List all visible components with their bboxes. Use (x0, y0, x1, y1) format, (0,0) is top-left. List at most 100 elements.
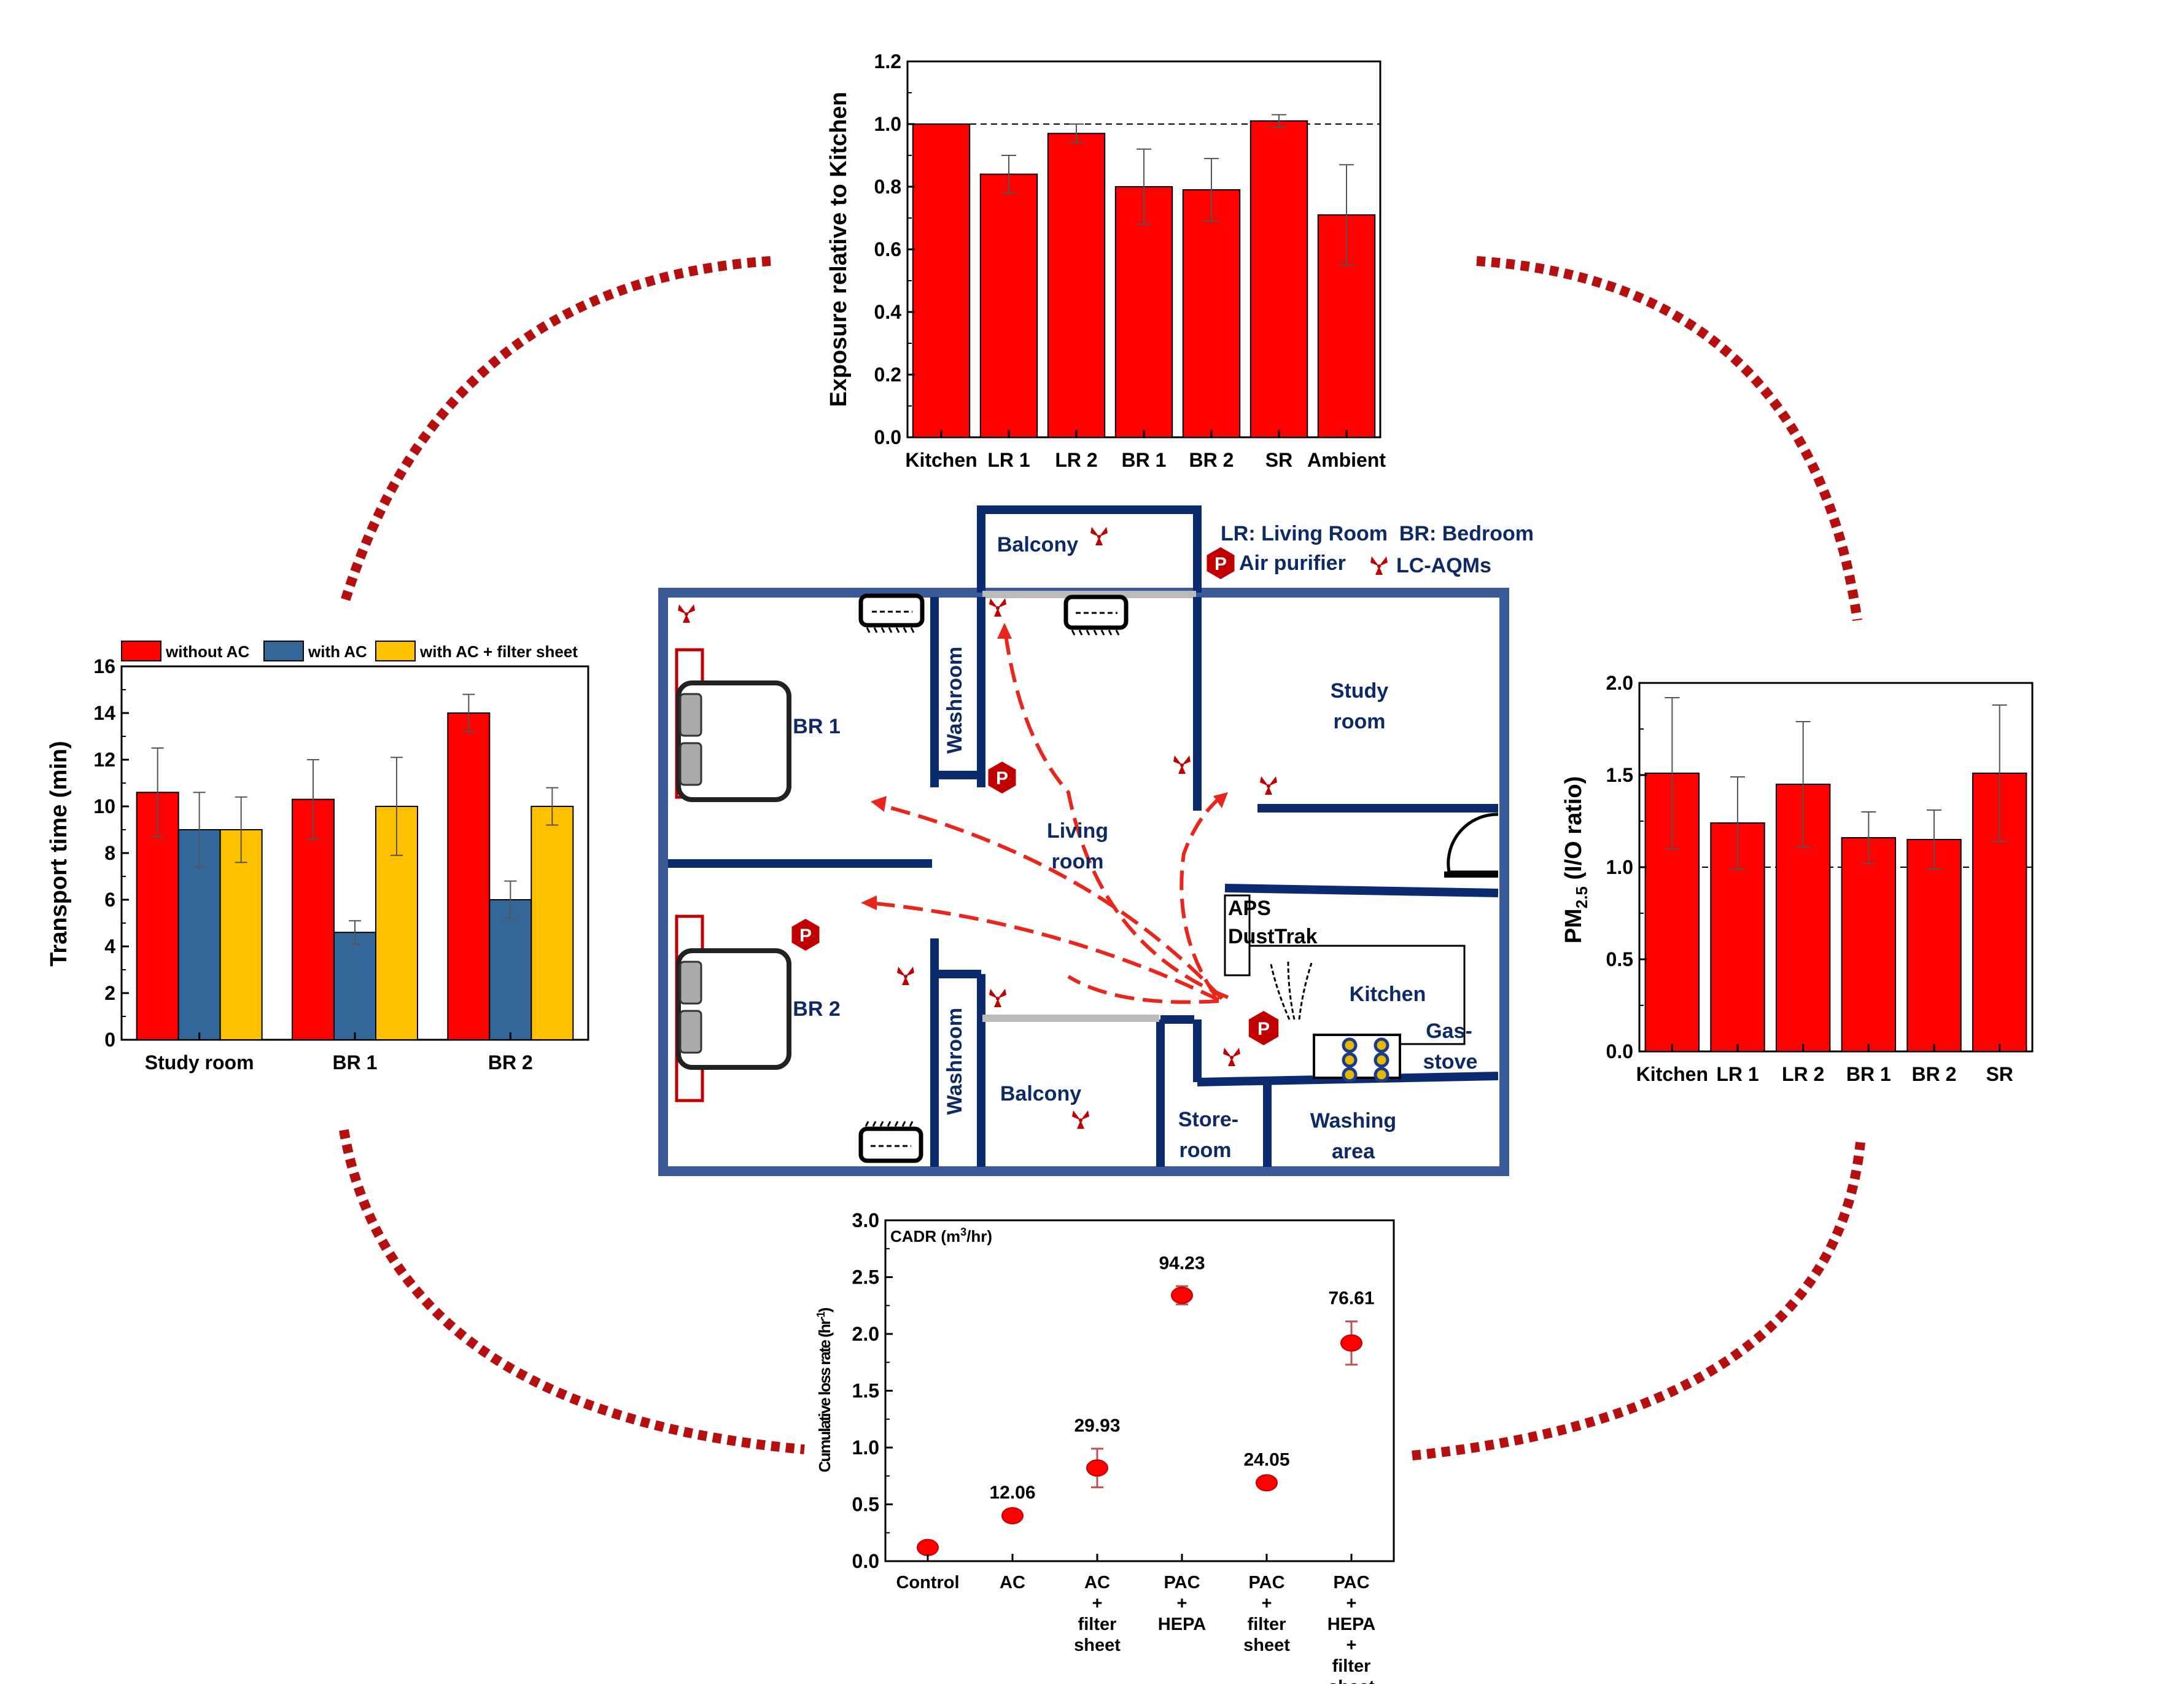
lc-aqm-sensor-icon (989, 598, 1006, 617)
label-dusttrak: DustTrak (1228, 925, 1318, 948)
air-purifier-symbol: P (799, 926, 812, 946)
loss-rate-point (1340, 1334, 1362, 1352)
corridor-line (1224, 1077, 1499, 1083)
loss-rate-y-tick-label: 2.0 (852, 1323, 879, 1345)
cooking-fumes-icon (1270, 961, 1313, 1020)
io-ratio-y-axis-label: PM2.5 (I/O ratio) (1561, 776, 1591, 944)
transport-legend-swatch (121, 641, 161, 661)
ac-unit-br1 (858, 593, 925, 633)
ac-unit-br2 (858, 1121, 923, 1163)
exposure-bar (1182, 189, 1241, 438)
transport-legend: without AC with AC with AC + filter sheet (121, 641, 578, 661)
room-label-washroom-top: Washroom (943, 647, 966, 754)
exposure-x-tick-label: BR 2 (1189, 449, 1234, 471)
transport-x-tick-label: BR 1 (333, 1051, 378, 1074)
io-ratio-y-tick-label: 0.5 (1606, 948, 1633, 970)
exposure-y-tick-label: 1.0 (874, 113, 901, 135)
floorplan-legend-line1: LR: Living Room BR: Bedroom (1221, 522, 1534, 545)
exposure-y-tick-label: 0.6 (874, 238, 901, 260)
room-label-br2: BR 2 (793, 997, 840, 1021)
room-label-washing-1: Washing (1310, 1109, 1396, 1132)
loss-rate-x-tick-label: Control (896, 1573, 959, 1592)
lc-aqm-sensors (678, 527, 1388, 1129)
room-label-kitchen: Kitchen (1350, 983, 1426, 1006)
connector-bottom-right (1412, 1142, 1865, 1460)
lc-aqm-sensor-icon (1090, 527, 1108, 545)
transport-y-tick-label: 8 (104, 842, 115, 864)
loss-rate-point (1001, 1507, 1024, 1524)
loss-rate-point (1086, 1459, 1108, 1477)
loss-rate-point (1171, 1287, 1193, 1304)
exposure-x-tick-label: LR 2 (1055, 449, 1097, 471)
room-label-balcony-top: Balcony (997, 533, 1078, 556)
room-label-living-1: Living (1047, 819, 1108, 843)
air-purifiers: P P P P (791, 547, 1279, 1045)
airflow-arrows (868, 626, 1229, 1004)
transport-y-tick-label: 12 (93, 749, 115, 771)
exposure-bar (912, 123, 971, 438)
io-ratio-x-tick-label: BR 1 (1846, 1063, 1891, 1085)
loss-rate-plot-frame (884, 1219, 1395, 1562)
transport-legend-label: without AC (165, 642, 249, 661)
room-label-washing-2: area (1332, 1140, 1375, 1163)
transport-bar (489, 899, 532, 1040)
connector-top-left (339, 256, 771, 607)
exposure-chart: Kitchen LR 1 LR 2 BR 1 BR 2 SR Ambient 0.0 0.2 0.… (826, 50, 1386, 471)
exposure-x-tick-label: SR (1265, 449, 1292, 471)
exposure-x-tick-label: Ambient (1307, 449, 1386, 471)
loss-rate-x-tick-label: AC (1000, 1573, 1025, 1592)
exposure-bar (1047, 133, 1106, 439)
loss-rate-point (1256, 1474, 1278, 1492)
exposure-bar (1114, 186, 1173, 438)
room-label-living-2: room (1052, 850, 1104, 873)
transport-x-tick-label: BR 2 (488, 1051, 533, 1074)
transport-legend-label: with AC + filter sheet (419, 642, 578, 661)
room-label-washroom-bottom: Washroom (943, 1008, 966, 1115)
lc-aqm-sensor-icon (1223, 1048, 1240, 1066)
transport-chart: Study room BR 1 BR 2 0 2 4 6 8 10 12 14 16 Transpor… (46, 641, 589, 1074)
transport-legend-swatch (263, 641, 304, 661)
transport-y-tick-label: 10 (93, 795, 115, 817)
stove-burners-icon (1342, 1037, 1389, 1083)
exposure-bar (979, 173, 1038, 438)
lc-aqm-sensor-icon (897, 967, 914, 985)
room-label-br1: BR 1 (793, 715, 840, 738)
transport-y-tick-label: 0 (104, 1029, 115, 1051)
io-ratio-bar (1841, 837, 1897, 1052)
room-label-store-2: room (1179, 1139, 1232, 1162)
air-purifier-icon: P (1248, 1011, 1279, 1045)
transport-legend-label: with AC (308, 642, 367, 661)
exposure-y-tick-label: 0.0 (874, 426, 901, 448)
air-purifier-symbol: P (1214, 554, 1227, 574)
transport-y-tick-label: 6 (104, 889, 115, 911)
loss-rate-cadr-label: 24.05 (1243, 1449, 1289, 1470)
lc-aqm-sensor-icon (678, 604, 695, 623)
air-purifier-icon: P (988, 762, 1016, 793)
transport-y-tick-label: 2 (104, 982, 115, 1004)
room-label-study-1: Study (1331, 679, 1389, 703)
exposure-y-tick-label: 0.8 (874, 176, 901, 198)
bed-br1 (675, 648, 791, 802)
transport-legend-swatch (375, 641, 416, 661)
connector-arcs (339, 256, 1865, 1460)
io-ratio-x-tick-label: LR 1 (1716, 1063, 1758, 1085)
io-ratio-y-tick-label: 0.0 (1606, 1040, 1633, 1062)
lc-aqm-sensor-icon (1370, 556, 1388, 575)
loss-rate-chart: 12.06 29.93 94.23 24.05 76.61 Control AC AC + fi… (815, 1209, 1395, 1684)
exposure-y-tick-label: 1.2 (874, 50, 901, 72)
transport-y-tick-label: 14 (93, 702, 115, 724)
room-label-gas-2: stove (1423, 1050, 1478, 1074)
balcony-top-wall (977, 505, 1202, 593)
connector-bottom-left (339, 1129, 805, 1454)
room-label-gas-1: Gas- (1426, 1019, 1472, 1043)
loss-rate-y-tick-label: 3.0 (852, 1209, 879, 1231)
connector-top-right (1476, 256, 1862, 622)
floor-plan: P P P P Balcony BR 1 Washroom Study room Li… (658, 505, 1534, 1176)
transport-y-tick-label: 16 (93, 655, 115, 677)
aps-box (1224, 894, 1251, 976)
loss-rate-cadr-label: 76.61 (1328, 1288, 1374, 1309)
label-aps: APS (1228, 897, 1271, 920)
io-ratio-y-tick-label: 1.0 (1606, 856, 1633, 878)
